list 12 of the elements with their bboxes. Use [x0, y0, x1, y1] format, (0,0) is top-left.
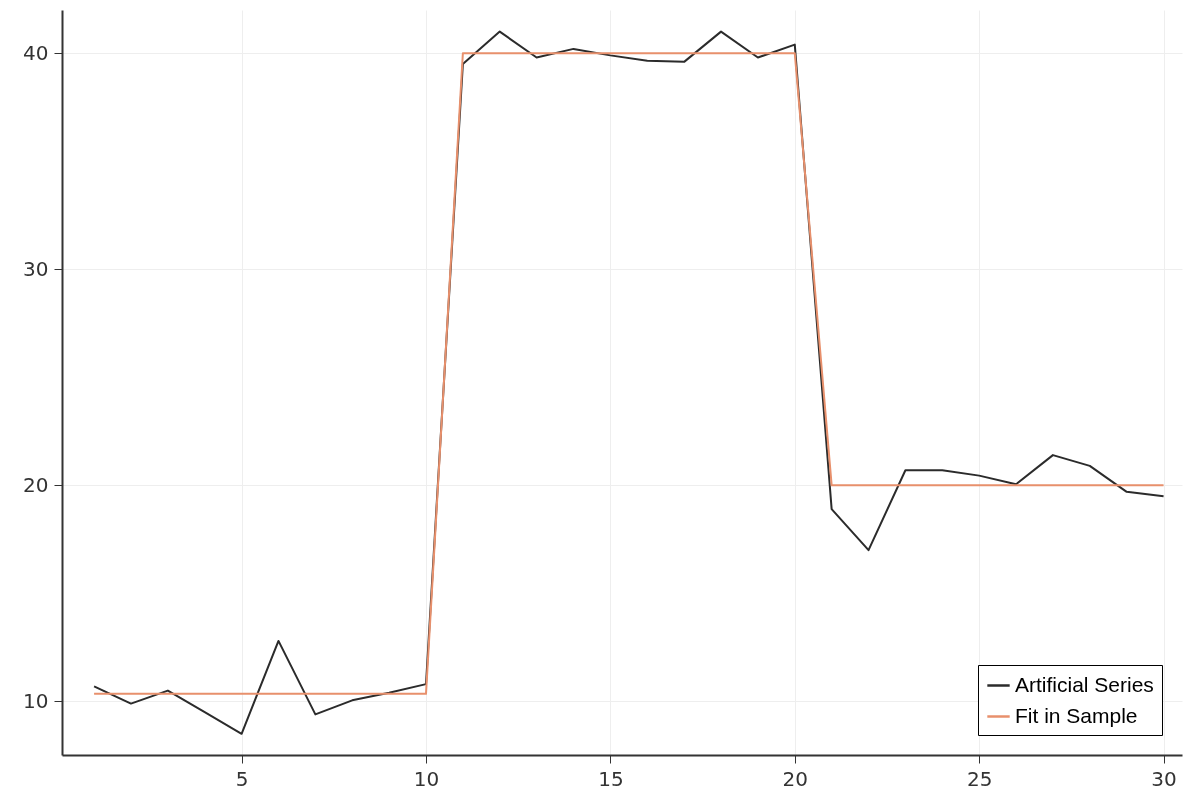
x-tick-label: 10	[413, 766, 440, 791]
x-tick-label: 5	[235, 766, 249, 791]
x-tick-label: 25	[966, 766, 993, 791]
y-tick-label: 40	[23, 40, 49, 65]
y-tick-label: 20	[23, 472, 49, 497]
x-tick-label: 20	[782, 766, 808, 791]
y-tick-label: 10	[23, 688, 49, 713]
x-tick-label: 15	[598, 766, 624, 791]
y-tick-label: 30	[23, 256, 49, 281]
legend-label: Fit in Sample	[1015, 703, 1138, 727]
legend-label: Artificial Series	[1015, 672, 1154, 696]
x-tick-label: 30	[1151, 766, 1177, 791]
